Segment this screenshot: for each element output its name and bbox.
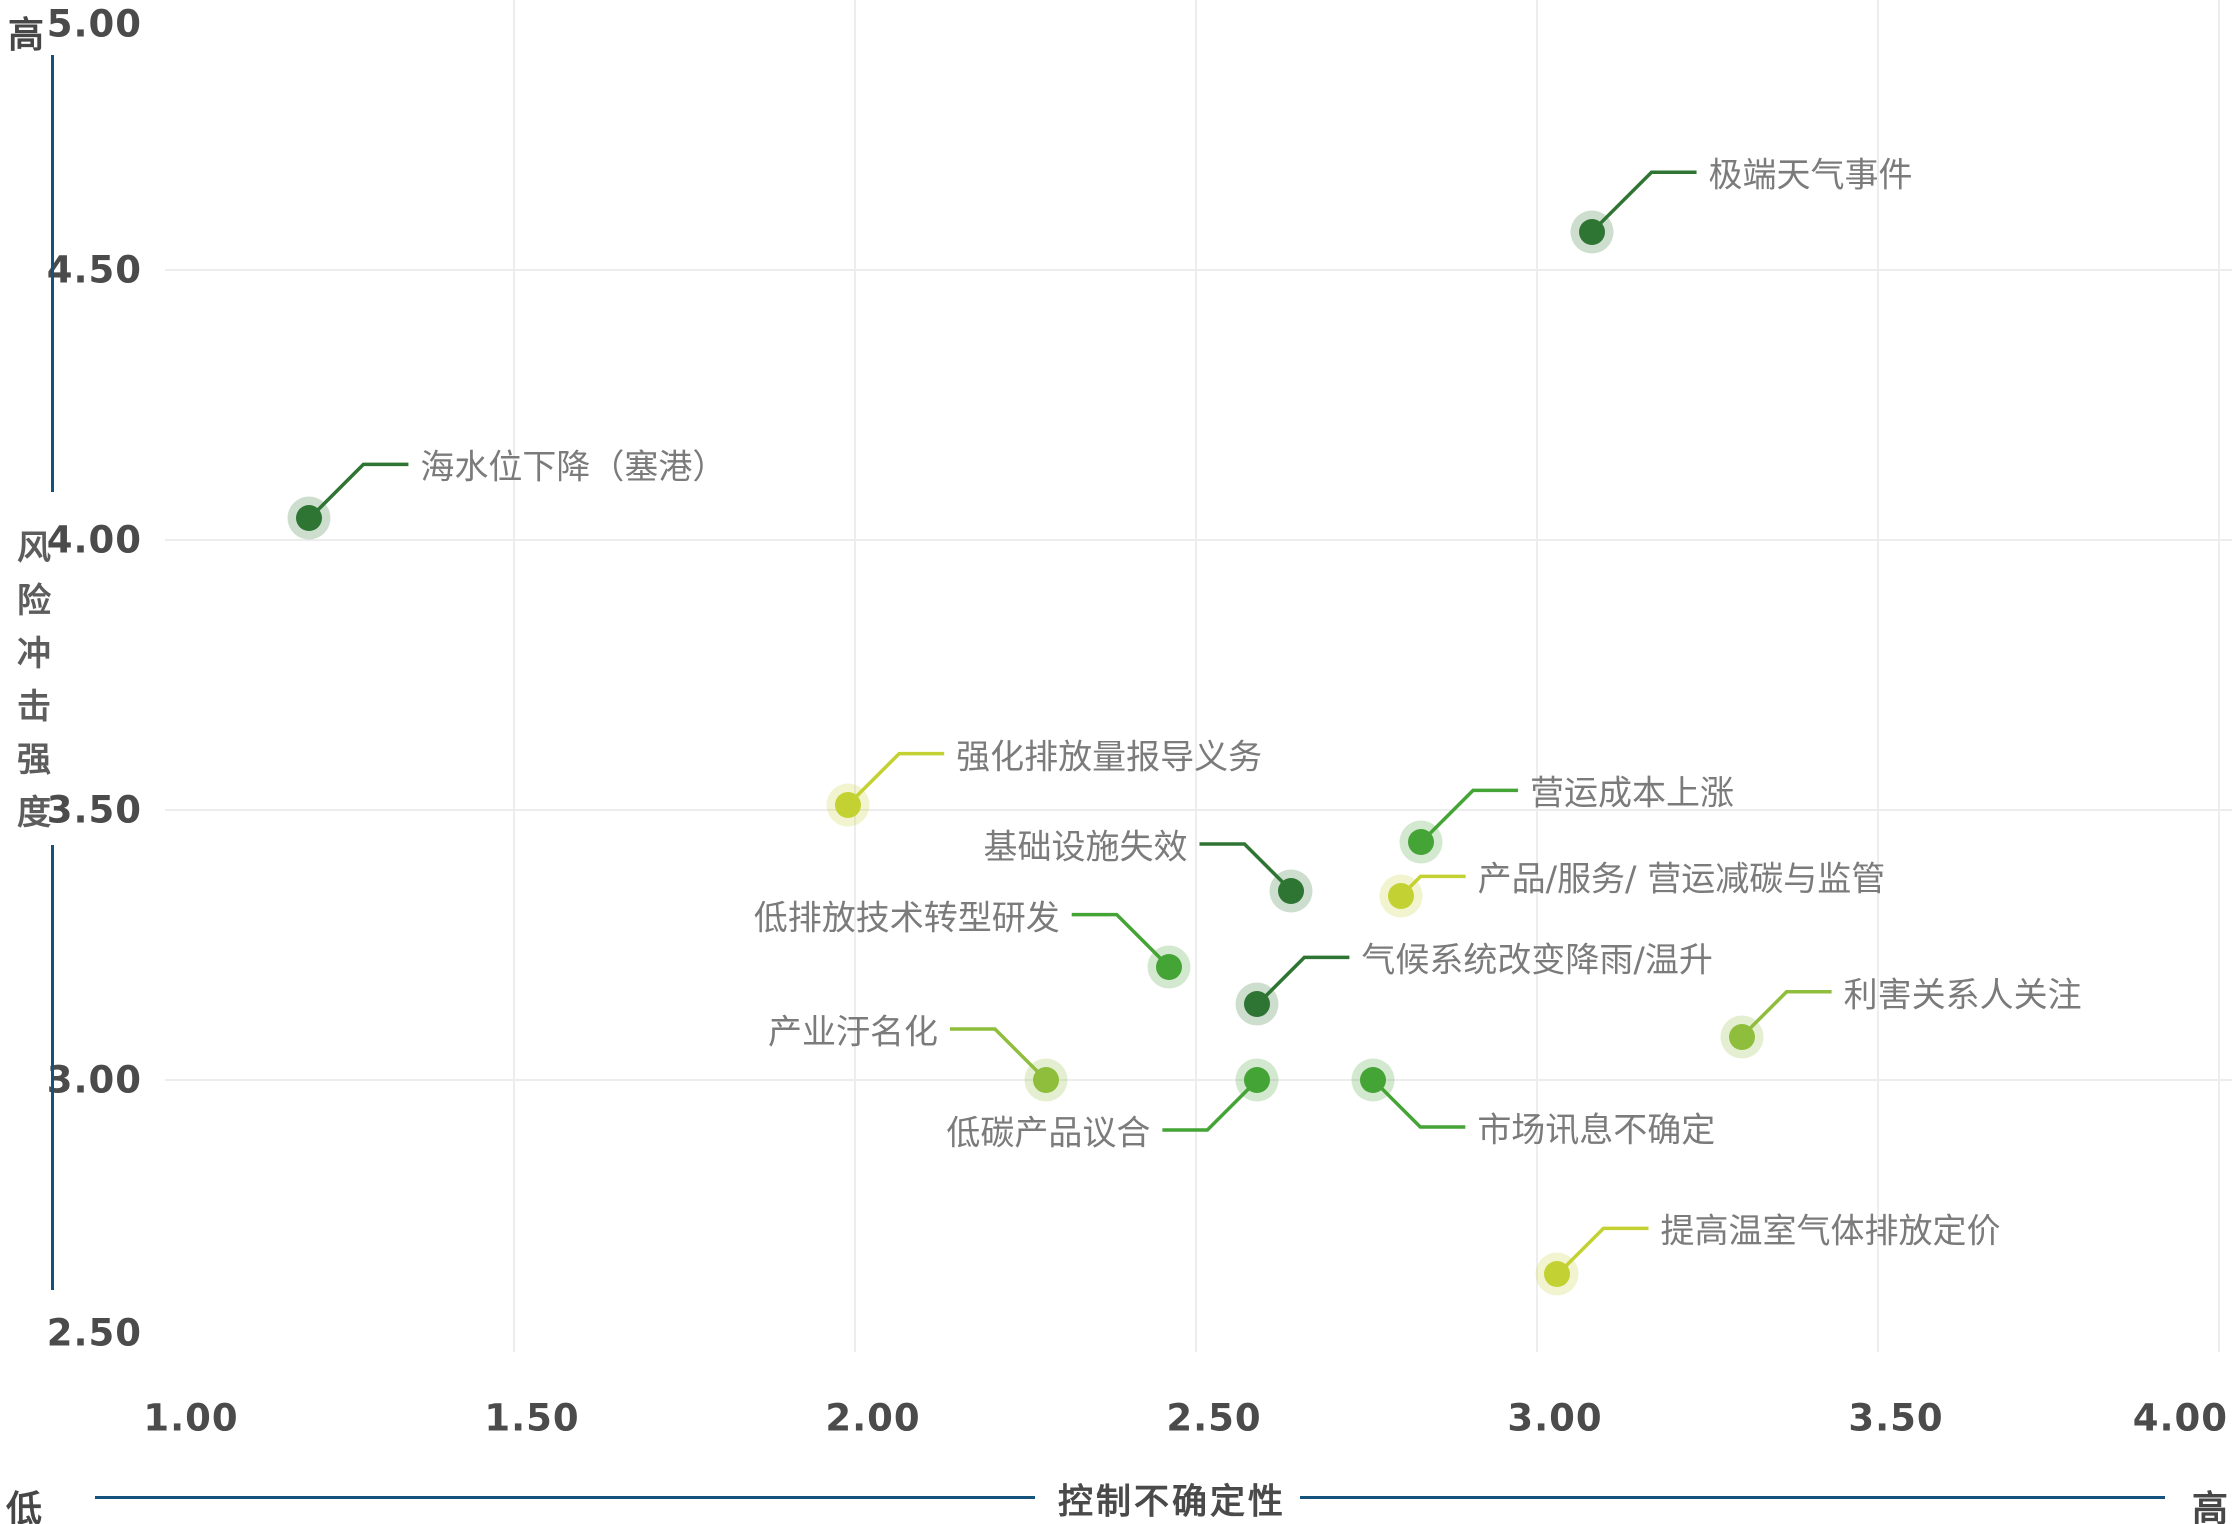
data-point-label: 基础设施失效 <box>983 827 1188 868</box>
data-point-label: 产业汙名化 <box>767 1012 938 1053</box>
data-point-label: 强化排放量报导义务 <box>956 737 1263 778</box>
y-tick-label: 3.50 <box>46 788 142 832</box>
y-axis-title-char: 险 <box>17 581 51 621</box>
data-point-label: 低排放技术转型研发 <box>753 898 1060 939</box>
data-point-label: 营运成本上涨 <box>1530 773 1735 814</box>
gridline-vertical <box>1877 0 1879 1352</box>
data-point[interactable] <box>1728 1023 1755 1050</box>
x-axis-title: 控制不确定性 <box>1058 1482 1287 1523</box>
y-tick-label: 3.00 <box>46 1058 142 1102</box>
y-tick-label: 5.00 <box>46 2 142 46</box>
y-axis-title-char: 强 <box>17 740 51 780</box>
x-tick-label: 3.50 <box>1848 1396 1944 1440</box>
x-axis-high-label: 高 <box>2192 1489 2229 1524</box>
data-point[interactable] <box>835 791 862 818</box>
y-axis-title: 风险冲击强度 <box>4 522 64 840</box>
x-tick-label: 1.00 <box>143 1396 239 1440</box>
x-tick-label: 1.50 <box>484 1396 580 1440</box>
data-point[interactable] <box>1387 883 1414 910</box>
data-point[interactable] <box>1408 829 1435 856</box>
y-axis-title-char: 风 <box>17 528 51 568</box>
data-point-label: 极端天气事件 <box>1708 155 1913 196</box>
x-tick-label: 2.50 <box>1166 1396 1262 1440</box>
y-axis-title-char: 击 <box>17 687 51 727</box>
gridline-vertical <box>513 0 515 1352</box>
x-tick-label: 2.00 <box>825 1396 921 1440</box>
data-point-label: 气候系统改变降雨/温升 <box>1361 940 1713 981</box>
x-tick-label: 3.00 <box>1507 1396 1603 1440</box>
data-point-label: 海水位下降（塞港） <box>420 447 727 488</box>
data-point[interactable] <box>1578 219 1605 246</box>
data-point[interactable] <box>1155 953 1182 980</box>
gridline-horizontal <box>165 539 2232 541</box>
y-axis-title-char: 冲 <box>17 634 51 674</box>
y-axis-title-char: 度 <box>17 793 51 833</box>
data-point[interactable] <box>296 505 323 532</box>
data-point-label: 市场讯息不确定 <box>1477 1110 1716 1151</box>
data-point[interactable] <box>1032 1067 1059 1093</box>
y-tick-label: 4.00 <box>46 518 142 562</box>
data-point-label: 提高温室气体排放定价 <box>1660 1211 2001 1252</box>
data-point-label: 利害关系人关注 <box>1843 975 2082 1016</box>
y-tick-label: 4.50 <box>46 248 142 292</box>
x-axis-low-label: 低 <box>6 1489 43 1524</box>
gridline-horizontal <box>165 809 2232 811</box>
gridline-vertical <box>854 0 856 1352</box>
data-point[interactable] <box>1544 1261 1571 1288</box>
gridline-horizontal <box>165 1079 2232 1081</box>
data-point[interactable] <box>1244 1067 1271 1093</box>
data-point[interactable] <box>1278 878 1305 904</box>
y-tick-label: 2.50 <box>46 1311 142 1355</box>
y-axis-line-bottom <box>51 845 54 1290</box>
x-axis-line-left <box>95 1496 1035 1499</box>
gridline-horizontal <box>165 269 2232 271</box>
gridline-vertical <box>1195 0 1197 1352</box>
y-axis-line-top <box>51 55 54 492</box>
data-point-label: 低碳产品议合 <box>946 1113 1151 1154</box>
data-point[interactable] <box>1360 1067 1387 1093</box>
y-axis-high-label: 高 <box>8 15 45 56</box>
data-point[interactable] <box>1244 991 1271 1018</box>
data-point-label: 产品/服务/ 营运减碳与监管 <box>1477 859 1886 900</box>
x-tick-label: 4.00 <box>2132 1396 2228 1440</box>
x-axis-line-right <box>1300 1496 2165 1499</box>
gridline-vertical <box>2218 0 2220 1352</box>
gridline-vertical <box>1536 0 1538 1352</box>
